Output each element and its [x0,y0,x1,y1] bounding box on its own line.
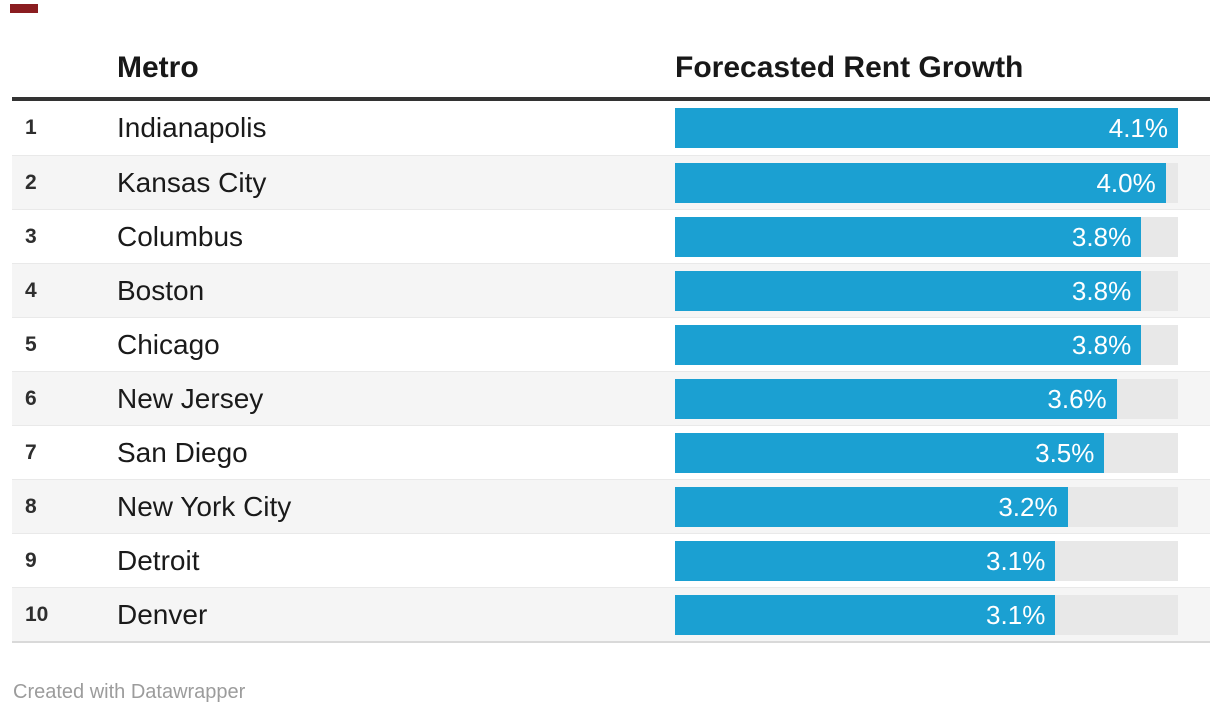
row-rank: 1 [25,116,37,139]
row-rank: 7 [25,440,37,464]
bar-label: 3.8% [1071,275,1132,306]
table-row: 4 Boston 3.8% [12,263,1210,317]
row-metro: New Jersey [117,382,264,414]
row-metro: Detroit [117,544,200,576]
table-row: 2 Kansas City 4.0% [12,155,1210,209]
row-bar-cell: 3.8% [675,324,1210,365]
row-bar-cell: 3.6% [675,378,1210,419]
row-rank: 9 [25,548,37,572]
table-row: 5 Chicago 3.8% [12,317,1210,371]
bar-fill: 3.1% [675,540,1056,581]
row-metro: New York City [117,490,292,522]
bar-fill: 3.8% [675,270,1142,311]
row-rank: 8 [25,494,37,518]
table-row: 1 Indianapolis 4.1% [12,101,1210,155]
table-header-row: Metro Forecasted Rent Growth [12,0,1210,101]
bar-track: 3.1% [675,540,1178,581]
bar-track: 3.1% [675,594,1178,635]
row-rank: 4 [25,278,37,302]
bar-label: 3.5% [1035,437,1095,468]
table-row: 6 New Jersey 3.6% [12,371,1210,425]
bar-track: 3.8% [675,270,1178,311]
header-rank-column [12,83,117,97]
bar-label: 3.1% [986,599,1046,630]
corner-red-marker [10,4,38,13]
bar-label: 3.1% [986,545,1046,576]
row-metro: San Diego [117,436,248,468]
table-row: 10 Denver 3.1% [12,587,1210,641]
row-metro: Indianapolis [117,112,267,143]
bar-track: 3.8% [675,216,1178,257]
row-metro: Chicago [117,328,220,360]
bar-track: 3.5% [675,432,1178,473]
row-bar-cell: 3.5% [675,432,1210,473]
rent-growth-table: Metro Forecasted Rent Growth 1 Indianapo… [12,0,1210,643]
row-bar-cell: 4.1% [675,108,1210,148]
datawrapper-credit-link[interactable]: Created with Datawrapper [13,681,246,703]
row-metro: Denver [117,598,208,630]
bar-label: 3.8% [1071,329,1132,360]
table-body: 1 Indianapolis 4.1% 2 Kansas City 4.0% 3… [12,101,1210,643]
row-bar-cell: 3.1% [675,594,1210,635]
row-rank: 6 [25,386,37,410]
table-row: 3 Columbus 3.8% [12,209,1210,263]
row-metro: Boston [117,274,205,306]
table-row: 7 San Diego 3.5% [12,425,1210,479]
bar-fill: 3.1% [675,594,1056,635]
bar-fill: 3.2% [675,486,1068,527]
bar-label: 3.8% [1071,221,1132,252]
row-bar-cell: 4.0% [675,162,1210,203]
header-value-column: Forecasted Rent Growth [675,51,1024,84]
row-rank: 3 [25,224,37,248]
row-bar-cell: 3.1% [675,540,1210,581]
row-rank: 5 [25,332,37,356]
bar-label: 3.6% [1047,383,1107,414]
bar-label: 4.1% [1108,113,1168,143]
row-bar-cell: 3.8% [675,216,1210,257]
bar-track: 4.1% [675,108,1178,148]
bar-fill: 3.6% [675,378,1117,419]
row-rank: 10 [25,602,49,626]
row-bar-cell: 3.2% [675,486,1210,527]
bar-fill: 4.1% [675,108,1178,148]
row-metro: Columbus [117,220,244,252]
bar-fill: 3.5% [675,432,1105,473]
bar-fill: 3.8% [675,324,1142,365]
bar-label: 4.0% [1096,167,1156,198]
row-bar-cell: 3.8% [675,270,1210,311]
bar-track: 3.6% [675,378,1178,419]
row-rank: 2 [25,170,37,194]
bar-fill: 4.0% [675,162,1166,203]
table-row: 8 New York City 3.2% [12,479,1210,533]
bar-track: 4.0% [675,162,1178,203]
header-metro-column: Metro [117,51,199,84]
row-metro: Kansas City [117,166,267,198]
bar-fill: 3.8% [675,216,1142,257]
bar-label: 3.2% [998,491,1058,522]
table-row: 9 Detroit 3.1% [12,533,1210,587]
bar-track: 3.8% [675,324,1178,365]
bar-track: 3.2% [675,486,1178,527]
